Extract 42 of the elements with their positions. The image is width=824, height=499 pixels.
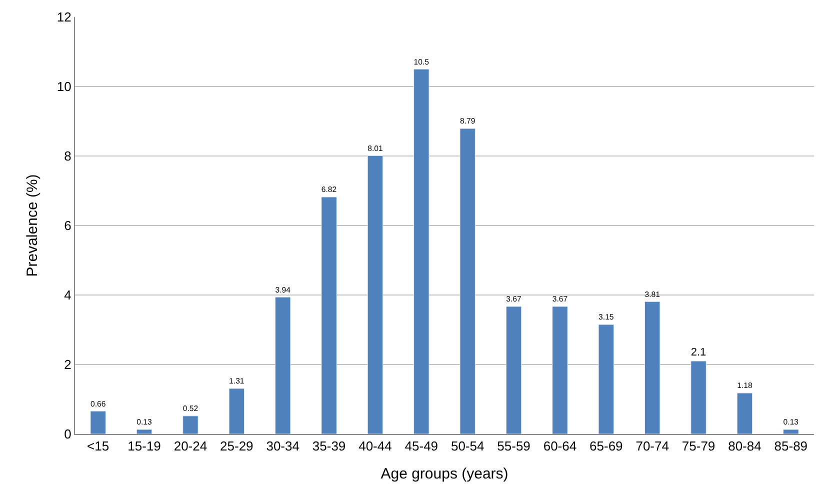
x-tick-label: 20-24 [174,438,208,454]
y-tick-label: 8 [64,148,72,164]
x-tick-label: 75-79 [682,438,716,454]
bar [460,128,476,434]
x-tick-label: 55-59 [497,438,530,454]
bar [690,360,706,434]
bar [736,392,753,434]
bar [321,196,337,434]
x-tick-label: 45-49 [404,438,438,454]
bar [598,324,614,434]
x-tick-label: 15-19 [128,438,161,454]
bar [274,296,291,434]
bar [506,306,522,434]
bar [414,68,430,434]
x-tick-label: 25-29 [220,438,254,454]
y-tick-label: 4 [64,288,72,303]
x-tick-label: 85-89 [774,438,808,454]
y-axis-title: Prevalence (%) [24,174,42,277]
x-tick-label: <15 [87,438,110,454]
x-tick-label: 80-84 [728,438,762,454]
bar [783,429,799,434]
y-tick-label: 2 [64,357,72,372]
x-tick-label: 30-34 [266,438,300,454]
bar [644,301,660,434]
y-tick-label: 10 [56,79,72,94]
bar [228,388,245,434]
bar [136,429,152,434]
x-axis-title: Age groups (years) [380,466,508,483]
x-tick-label: 65-69 [590,438,623,454]
x-tick-label: 70-74 [636,438,669,454]
y-tick-label: 12 [56,10,72,25]
bar [90,410,106,434]
bar [182,416,198,434]
x-tick-label: 50-54 [450,438,484,454]
bar [552,306,568,434]
x-tick-label: 35-39 [312,438,346,454]
x-tick-label: 40-44 [358,438,392,454]
data-label: 2.1 [690,346,706,358]
bar [367,155,384,434]
x-tick-label: 60-64 [543,438,577,454]
y-tick-label: 6 [64,218,72,234]
y-tick-label: 0 [64,426,72,442]
